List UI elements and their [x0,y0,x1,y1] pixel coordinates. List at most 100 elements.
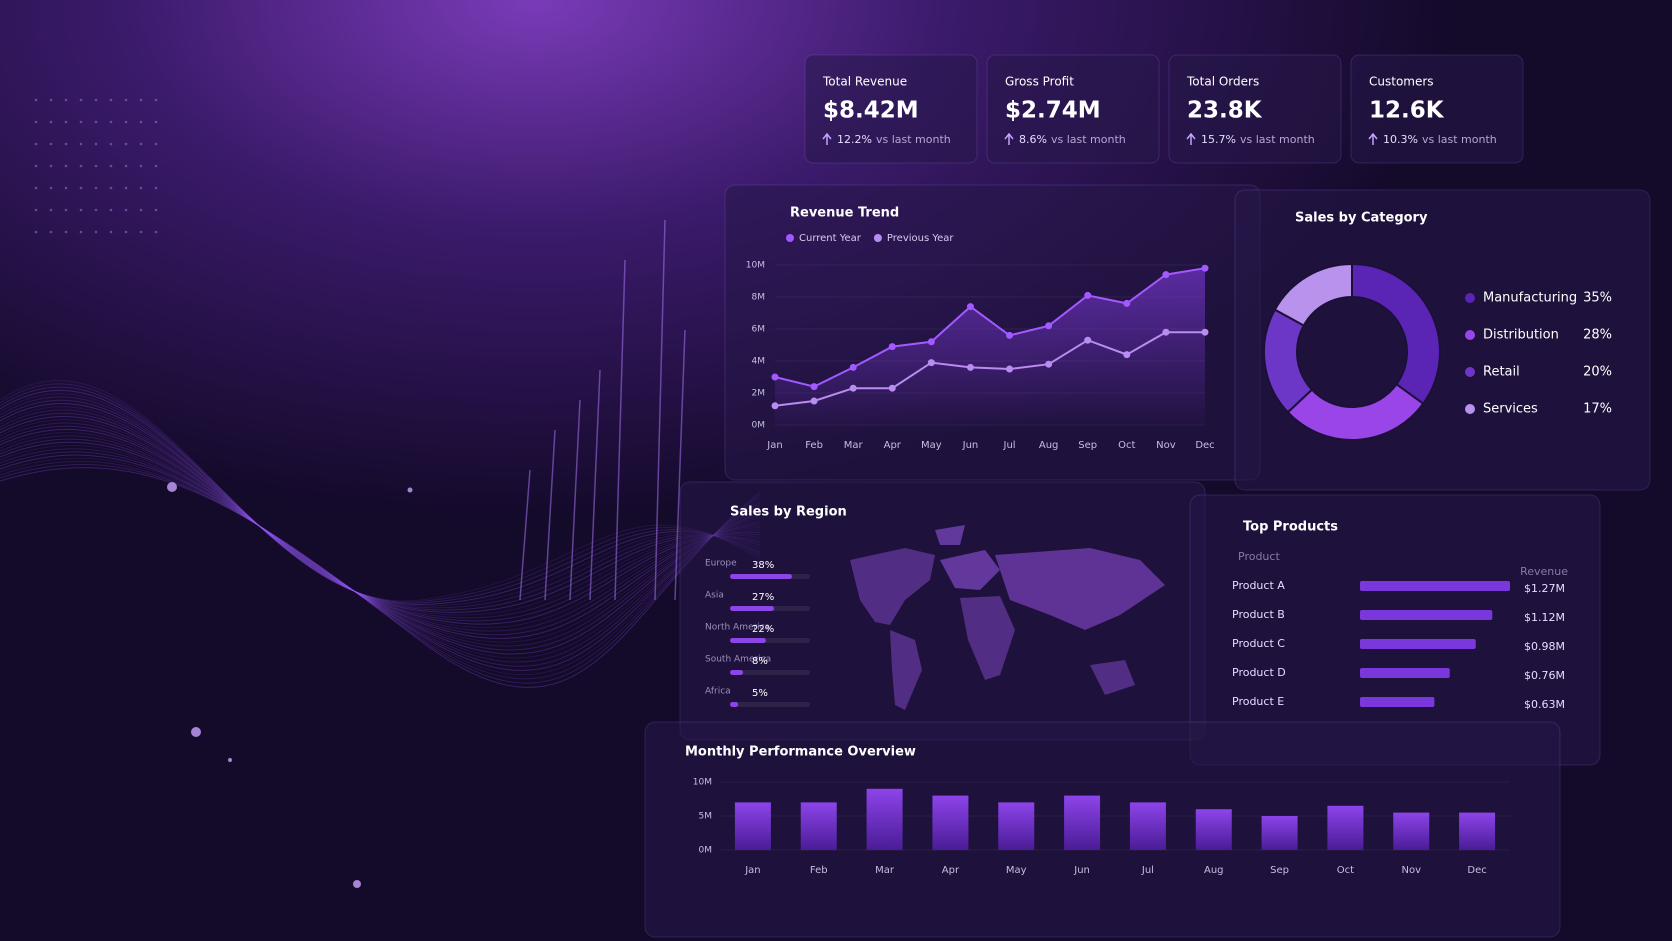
bar [1261,816,1298,850]
wave-line [0,380,761,602]
value-label: $1.27M [1524,582,1565,595]
wave-line [0,438,761,651]
glow-dot [407,487,413,493]
kpi-note: vs last month [1240,133,1315,146]
panel-title: Sales by Category [1295,211,1428,226]
panel-title: Top Products [1243,520,1338,535]
dot [49,208,53,212]
continent [850,548,935,625]
point [888,384,896,392]
dot [139,186,143,190]
x-tick-label: Mar [844,440,864,451]
wave-line [0,419,761,629]
dot [124,164,128,168]
category-label: North America [705,623,770,633]
kpi-change: 10.3% [1383,133,1418,146]
legend-label: Services [1483,402,1538,417]
kpi-value: $2.74M [1005,98,1101,124]
panel-title: Revenue Trend [790,206,899,221]
pie-slice [1273,262,1353,327]
dot [79,120,83,124]
area [775,268,1205,425]
dot [79,142,83,146]
point [849,363,857,371]
dot [109,208,113,212]
x-tick-label: Nov [1401,865,1421,876]
x-tick-label: Feb [810,865,828,876]
value-label: $0.98M [1524,640,1565,653]
glow-line [569,399,581,601]
y-tick-label: 2M [752,389,766,399]
dot [154,120,158,124]
glow-dot [167,482,177,492]
x-tick-label: Jul [1141,865,1154,876]
legend-label: Retail [1483,365,1520,380]
kpi-card [804,54,978,164]
wave-line [0,425,761,636]
y-tick-label: 0M [699,846,713,856]
kpi-note: vs last month [1422,133,1497,146]
glow-dot [191,727,201,737]
dot [94,208,98,212]
kpi-value: $8.42M [823,98,919,124]
up-arrow [1186,132,1196,145]
dot [154,98,158,102]
value-label: 28% [1583,328,1612,343]
dot [64,164,68,168]
dot [94,142,98,146]
legend-dot [1465,330,1475,340]
continent [890,630,922,710]
dot [124,98,128,102]
value-label: $0.63M [1524,698,1565,711]
x-tick-label: Jan [766,440,782,451]
legend-dot [786,234,794,242]
dot [34,164,38,168]
dot [139,208,143,212]
dot [34,120,38,124]
dot [94,120,98,124]
glow-line [589,369,601,601]
dot [109,142,113,146]
category-label: Europe [705,559,737,569]
bar [998,802,1035,850]
bar-track [730,702,810,707]
dot [49,230,53,234]
continent [940,550,1000,590]
x-tick-label: Dec [1195,440,1214,451]
y-tick-label: 8M [752,293,766,303]
x-tick-label: Sep [1078,440,1097,451]
continent [995,548,1165,630]
dot [109,186,113,190]
dot [154,186,158,190]
dot [64,120,68,124]
point [927,338,935,346]
value-label: 17% [1583,402,1612,417]
category-label: Product B [1232,608,1285,621]
kpi-title: Total Revenue [822,75,907,89]
x-tick-label: Aug [1039,440,1059,451]
x-tick-label: Aug [1204,865,1224,876]
wave-line [0,416,761,625]
wave-line [0,429,761,639]
category-label: Product E [1232,695,1284,708]
wave-line [0,464,761,684]
bar [1360,610,1493,620]
dot [139,164,143,168]
legend-dot [1465,404,1475,414]
x-tick-label: Oct [1337,865,1354,876]
continent [1090,660,1135,695]
point [1045,322,1053,330]
dot [79,164,83,168]
kpi-value: 12.6K [1369,98,1445,124]
point [1201,328,1209,336]
value-label: 22% [752,624,774,635]
bar [800,802,837,850]
line [774,267,1206,388]
legend-label: Distribution [1483,328,1559,343]
kpi-card [1350,54,1524,164]
glow-line [654,219,666,601]
point [888,343,896,351]
dot [94,186,98,190]
panel-title: Monthly Performance Overview [685,745,916,760]
y-tick-label: 0M [752,421,766,431]
